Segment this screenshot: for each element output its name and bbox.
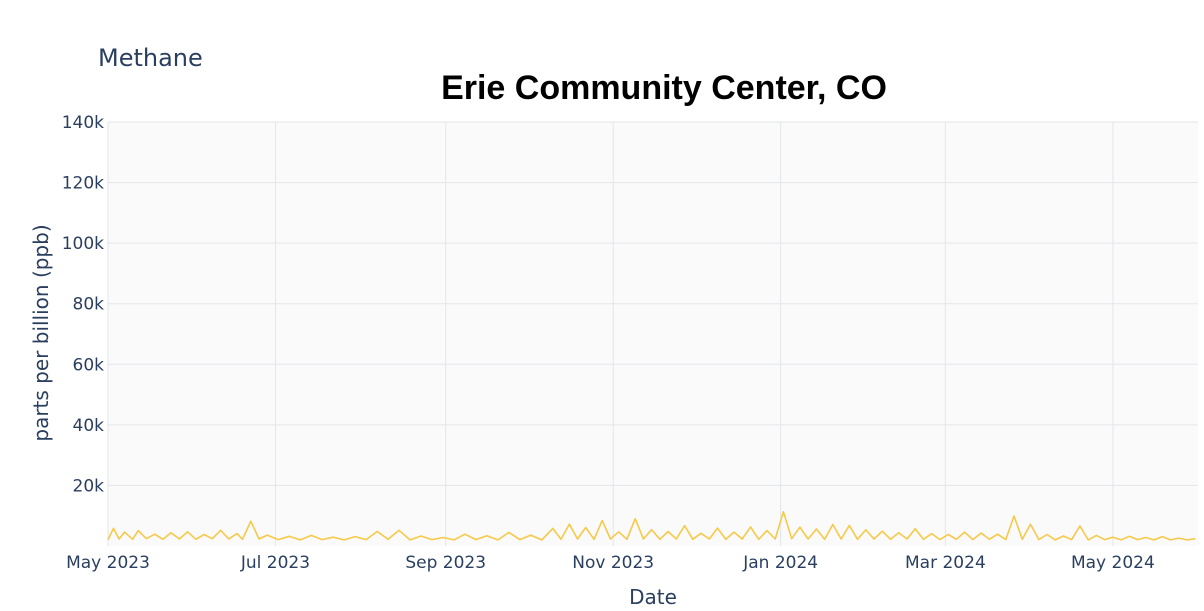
y-tick-labels: 20k 40k 60k 80k 100k 120k 140k	[62, 113, 104, 496]
x-tick-label: Mar 2024	[905, 553, 986, 573]
x-tick-label: May 2023	[66, 553, 150, 573]
y-tick-label: 60k	[73, 355, 105, 375]
grid-lines	[107, 121, 1198, 546]
methane-series-line	[107, 510, 1196, 541]
x-tick-label: Jan 2024	[742, 553, 818, 573]
x-tick-label: Nov 2023	[572, 553, 654, 573]
chart-title: Erie Community Center, CO	[441, 69, 887, 107]
x-tick-label: Sep 2023	[405, 553, 486, 573]
y-tick-label: 120k	[62, 174, 104, 194]
x-tick-labels: May 2023 Jul 2023 Sep 2023 Nov 2023 Jan 2024…	[66, 553, 1155, 573]
chart-subtitle: Methane	[98, 44, 203, 72]
y-tick-label: 80k	[73, 295, 105, 315]
x-tick-label: May 2024	[1071, 553, 1155, 573]
series-layer	[107, 510, 1196, 541]
x-tick-label: Jul 2023	[240, 553, 310, 573]
y-axis-title: parts per billion (ppb)	[29, 224, 53, 441]
y-tick-label: 20k	[73, 476, 105, 496]
y-tick-label: 40k	[73, 416, 105, 436]
y-tick-label: 100k	[62, 234, 104, 254]
x-axis-title: Date	[629, 585, 677, 609]
plot-background	[108, 122, 1198, 546]
y-tick-label: 140k	[62, 113, 104, 133]
